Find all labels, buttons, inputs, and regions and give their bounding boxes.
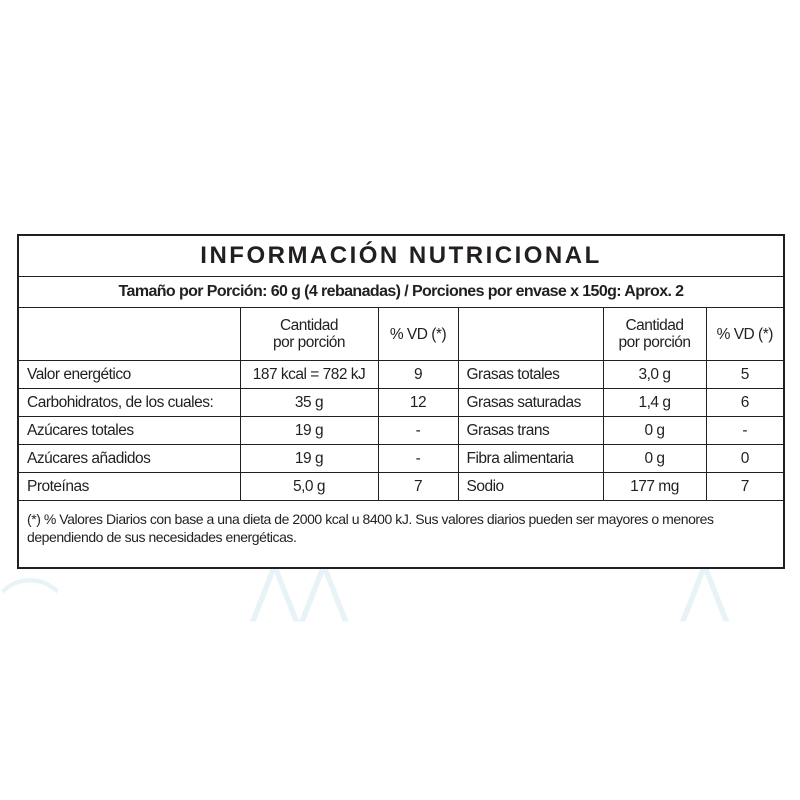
header-amount-line1: Cantidad (625, 317, 684, 334)
table-row: Proteínas 5,0 g 7 Sodio 177 mg 7 (17, 472, 785, 501)
nutrient-amount: 0 g (602, 444, 707, 473)
nutrient-amount: 1,4 g (602, 388, 707, 417)
nutrient-amount: 177 mg (602, 472, 707, 501)
nutrition-facts-table: INFORMACIÓN NUTRICIONAL Tamaño por Porci… (17, 234, 786, 569)
nutrient-name: Carbohidratos, de los cuales: (17, 388, 241, 417)
table-title: INFORMACIÓN NUTRICIONAL (17, 234, 785, 277)
nutrient-name: Grasas totales (457, 360, 604, 389)
nutrient-dv: 7 (705, 472, 785, 501)
nutrient-name: Proteínas (17, 472, 241, 501)
header-dv: % VD (*) (705, 307, 785, 361)
nutrient-dv: 12 (377, 388, 459, 417)
nutrient-amount: 0 g (602, 416, 707, 445)
header-dv: % VD (*) (377, 307, 459, 361)
nutrient-name: Azúcares totales (17, 416, 241, 445)
nutrient-dv: 9 (377, 360, 459, 389)
table-row: Carbohidratos, de los cuales: 35 g 12 Grasa… (17, 388, 785, 417)
table-row: Azúcares totales 19 g - Grasas trans 0 g- (17, 416, 785, 445)
nutrient-name: Fibra alimentaria (457, 444, 604, 473)
header-amount: Cantidad por porción (239, 307, 379, 361)
header-amount-line1: Cantidad (279, 317, 339, 334)
table-row: Azúcares añadidos 19 g - Fibra alimentaria 0… (17, 444, 785, 473)
nutrient-amount: 35 g (239, 388, 379, 417)
header-amount: Cantidad por porción (602, 307, 707, 361)
nutrient-amount: 19 g (239, 416, 379, 445)
nutrient-dv: - (705, 416, 785, 445)
background-watermark: ⌒ (0, 574, 60, 644)
nutrient-amount: 187 kcal = 782 kJ (239, 360, 379, 389)
footnote: (*) % Valores Diarios con base a una die… (17, 500, 785, 569)
header-empty (17, 307, 241, 361)
nutrient-dv: 0 (705, 444, 785, 473)
nutrient-name: Grasas saturadas (457, 388, 604, 417)
nutrient-name: Valor energético (17, 360, 241, 389)
header-empty (457, 307, 604, 361)
nutrient-dv: - (377, 444, 459, 473)
header-amount-line2: por porción (618, 334, 691, 351)
nutrient-dv: - (377, 416, 459, 445)
nutrient-name: Grasas trans (457, 416, 604, 445)
nutrient-dv: 5 (705, 360, 785, 389)
nutrient-amount: 19 g (239, 444, 379, 473)
nutrient-dv: 6 (705, 388, 785, 417)
header-row: Cantidad por porción % VD (*) Cantidad por… (17, 307, 785, 361)
nutrient-amount: 3,0 g (602, 360, 707, 389)
nutrient-name: Azúcares añadidos (17, 444, 241, 473)
serving-size: Tamaño por Porción: 60 g (4 rebanadas) /… (17, 276, 785, 308)
nutrient-name: Sodio (457, 472, 604, 501)
table-row: Valor energético 187 kcal = 782 kJ 9 Grasas… (17, 360, 785, 389)
header-amount-line2: por porción (272, 334, 346, 351)
nutrient-dv: 7 (377, 472, 459, 501)
nutrient-amount: 5,0 g (239, 472, 379, 501)
